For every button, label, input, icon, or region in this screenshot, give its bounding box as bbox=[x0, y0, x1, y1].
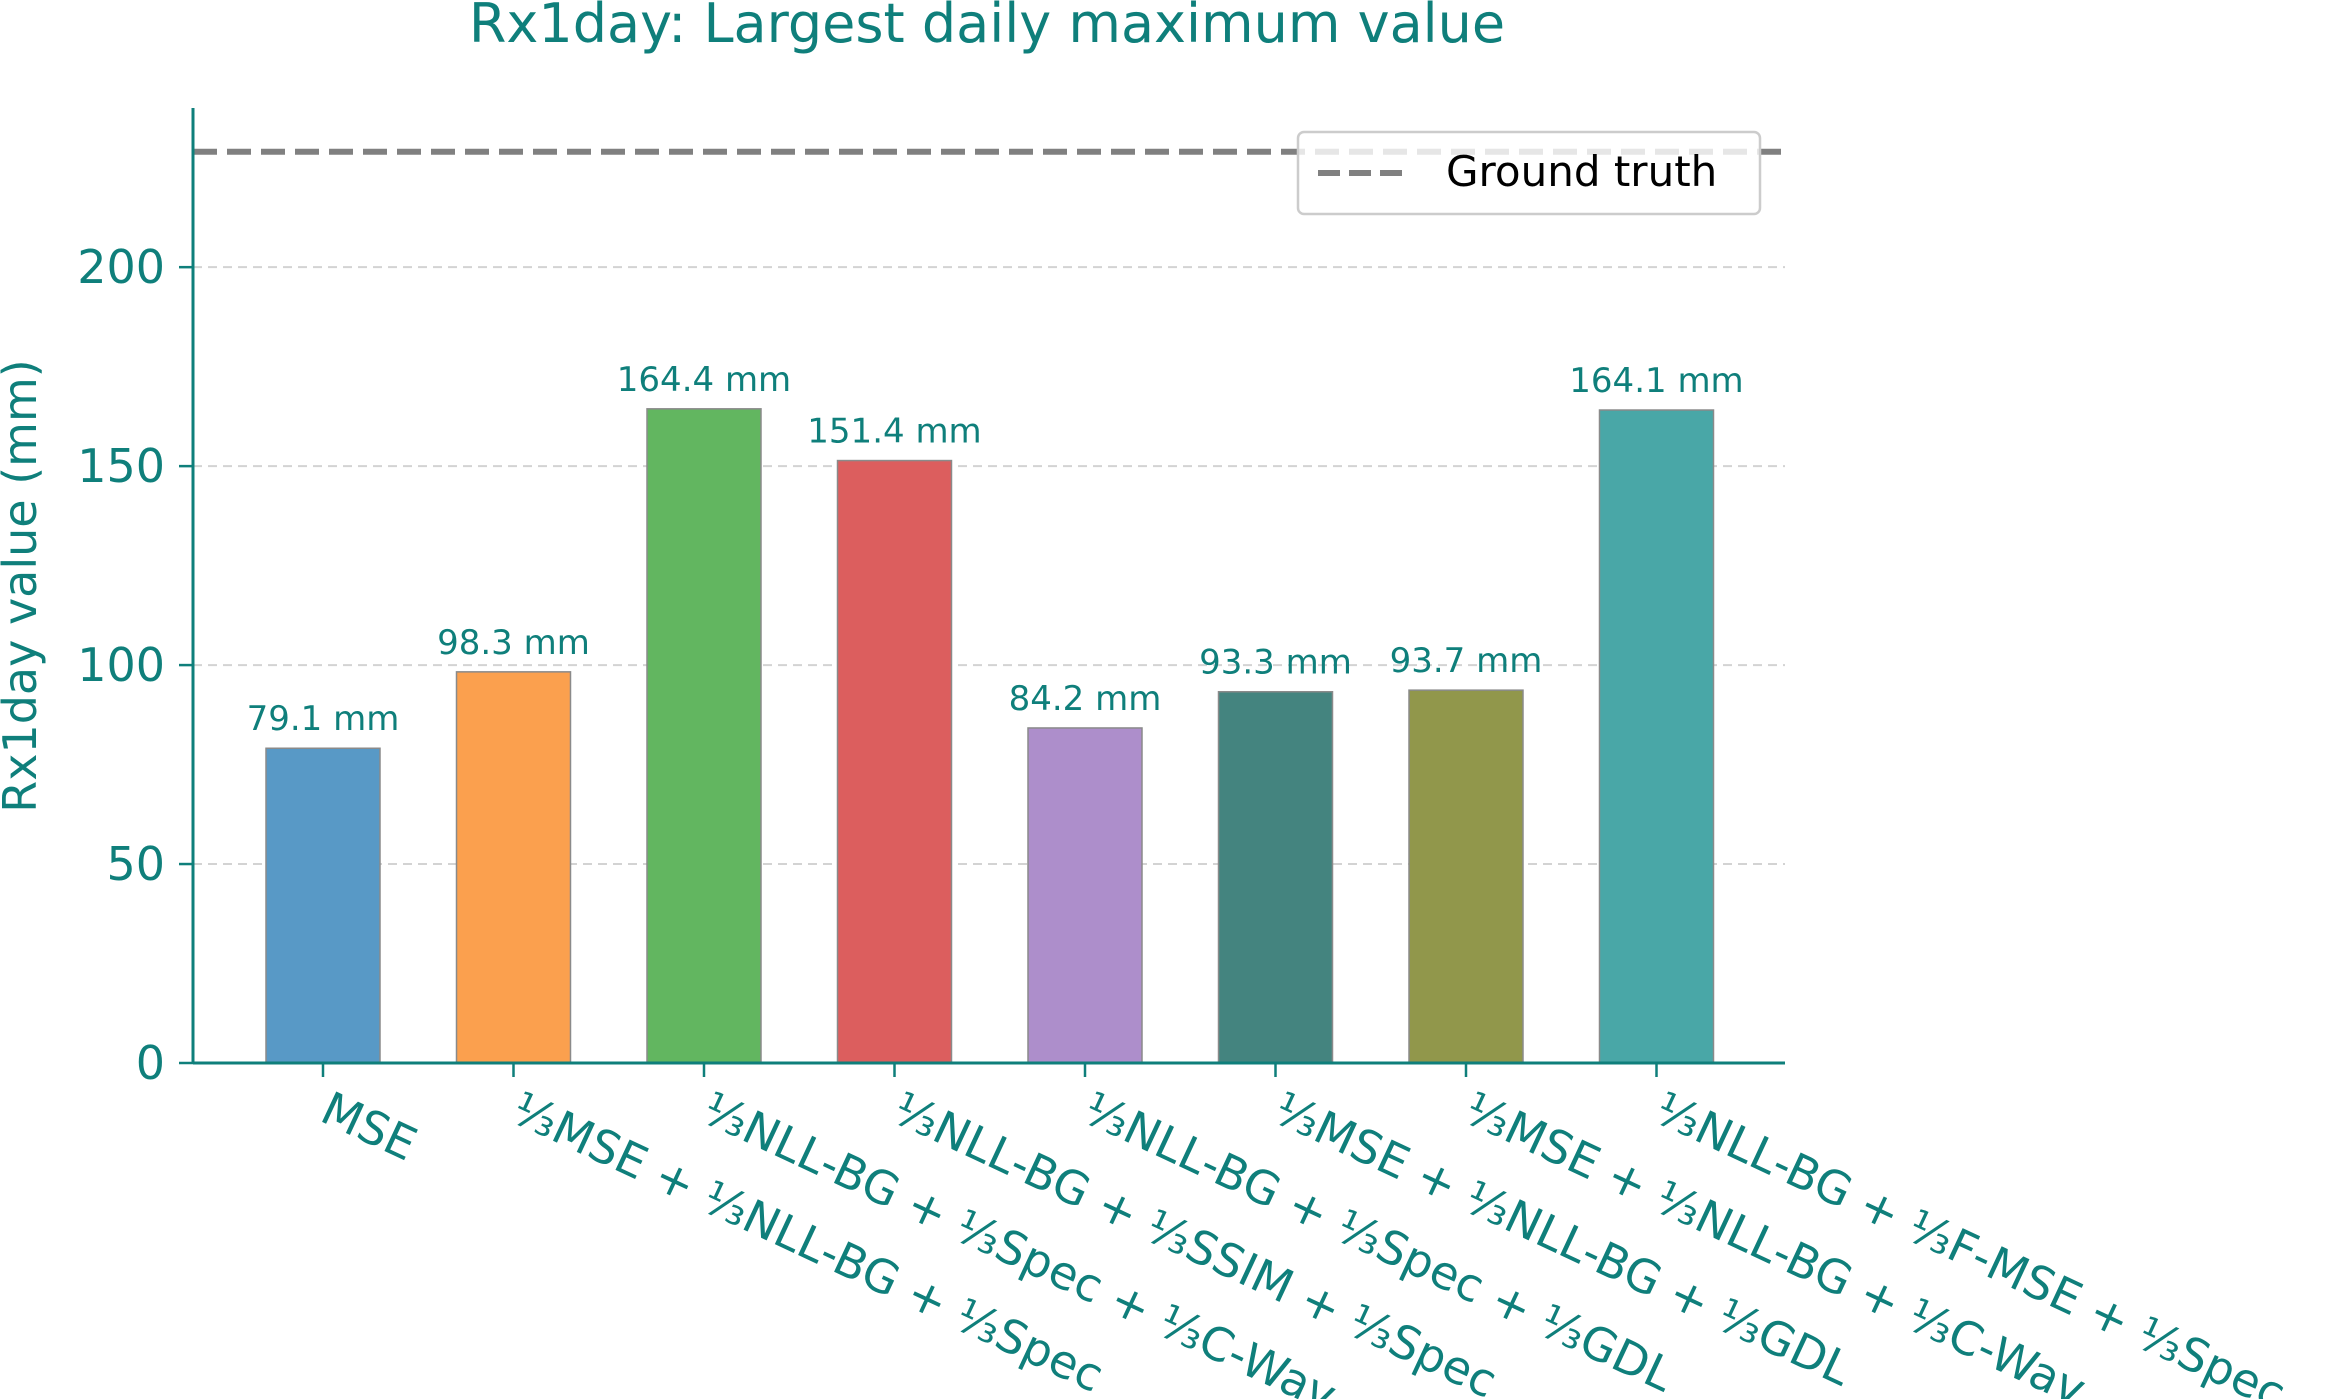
legend-frame bbox=[1296, 130, 1762, 216]
x-tick-label: MSE bbox=[313, 1081, 425, 1171]
y-tick-label: 150 bbox=[77, 439, 165, 493]
bar-5 bbox=[1027, 727, 1143, 1064]
legend-ground-truth-label: Ground truth bbox=[1446, 147, 1717, 196]
bar-value-labels: 79.1 mm 98.3 mm 164.4 mm 151.4 mm 84.2 mm 93.… bbox=[247, 360, 1744, 739]
bar-3 bbox=[646, 408, 762, 1064]
y-ticks: 0 50 100 150 200 bbox=[77, 240, 193, 1090]
bar-4 bbox=[836, 459, 953, 1064]
bar-value-label: 164.4 mm bbox=[617, 360, 791, 400]
bar-6 bbox=[1217, 690, 1334, 1064]
bar-value-label: 93.3 mm bbox=[1199, 643, 1352, 683]
y-tick-label: 200 bbox=[77, 240, 165, 294]
bar-value-label: 93.7 mm bbox=[1390, 641, 1543, 681]
bar-2 bbox=[455, 671, 572, 1064]
bar-value-label: 79.1 mm bbox=[247, 699, 400, 739]
bar-value-label: 151.4 mm bbox=[807, 412, 981, 452]
bar-value-label: 164.1 mm bbox=[1569, 361, 1743, 401]
legend: Ground truth bbox=[1296, 130, 1762, 216]
bar-1 bbox=[265, 747, 381, 1064]
y-axis-label: Rx1day value (mm) bbox=[0, 359, 47, 812]
y-tick-label: 0 bbox=[136, 1036, 165, 1090]
axes bbox=[191, 108, 1785, 1065]
y-tick-label: 100 bbox=[77, 638, 165, 692]
y-gridlines bbox=[193, 266, 1785, 866]
bar-value-label: 98.3 mm bbox=[437, 623, 590, 663]
bars-group bbox=[265, 408, 1715, 1064]
bar-7 bbox=[1408, 689, 1524, 1064]
bar-8 bbox=[1598, 409, 1715, 1064]
chart-title: Rx1day: Largest daily maximum value bbox=[469, 0, 1505, 55]
y-tick-label: 50 bbox=[106, 837, 165, 891]
bar-value-label: 84.2 mm bbox=[1009, 679, 1162, 719]
